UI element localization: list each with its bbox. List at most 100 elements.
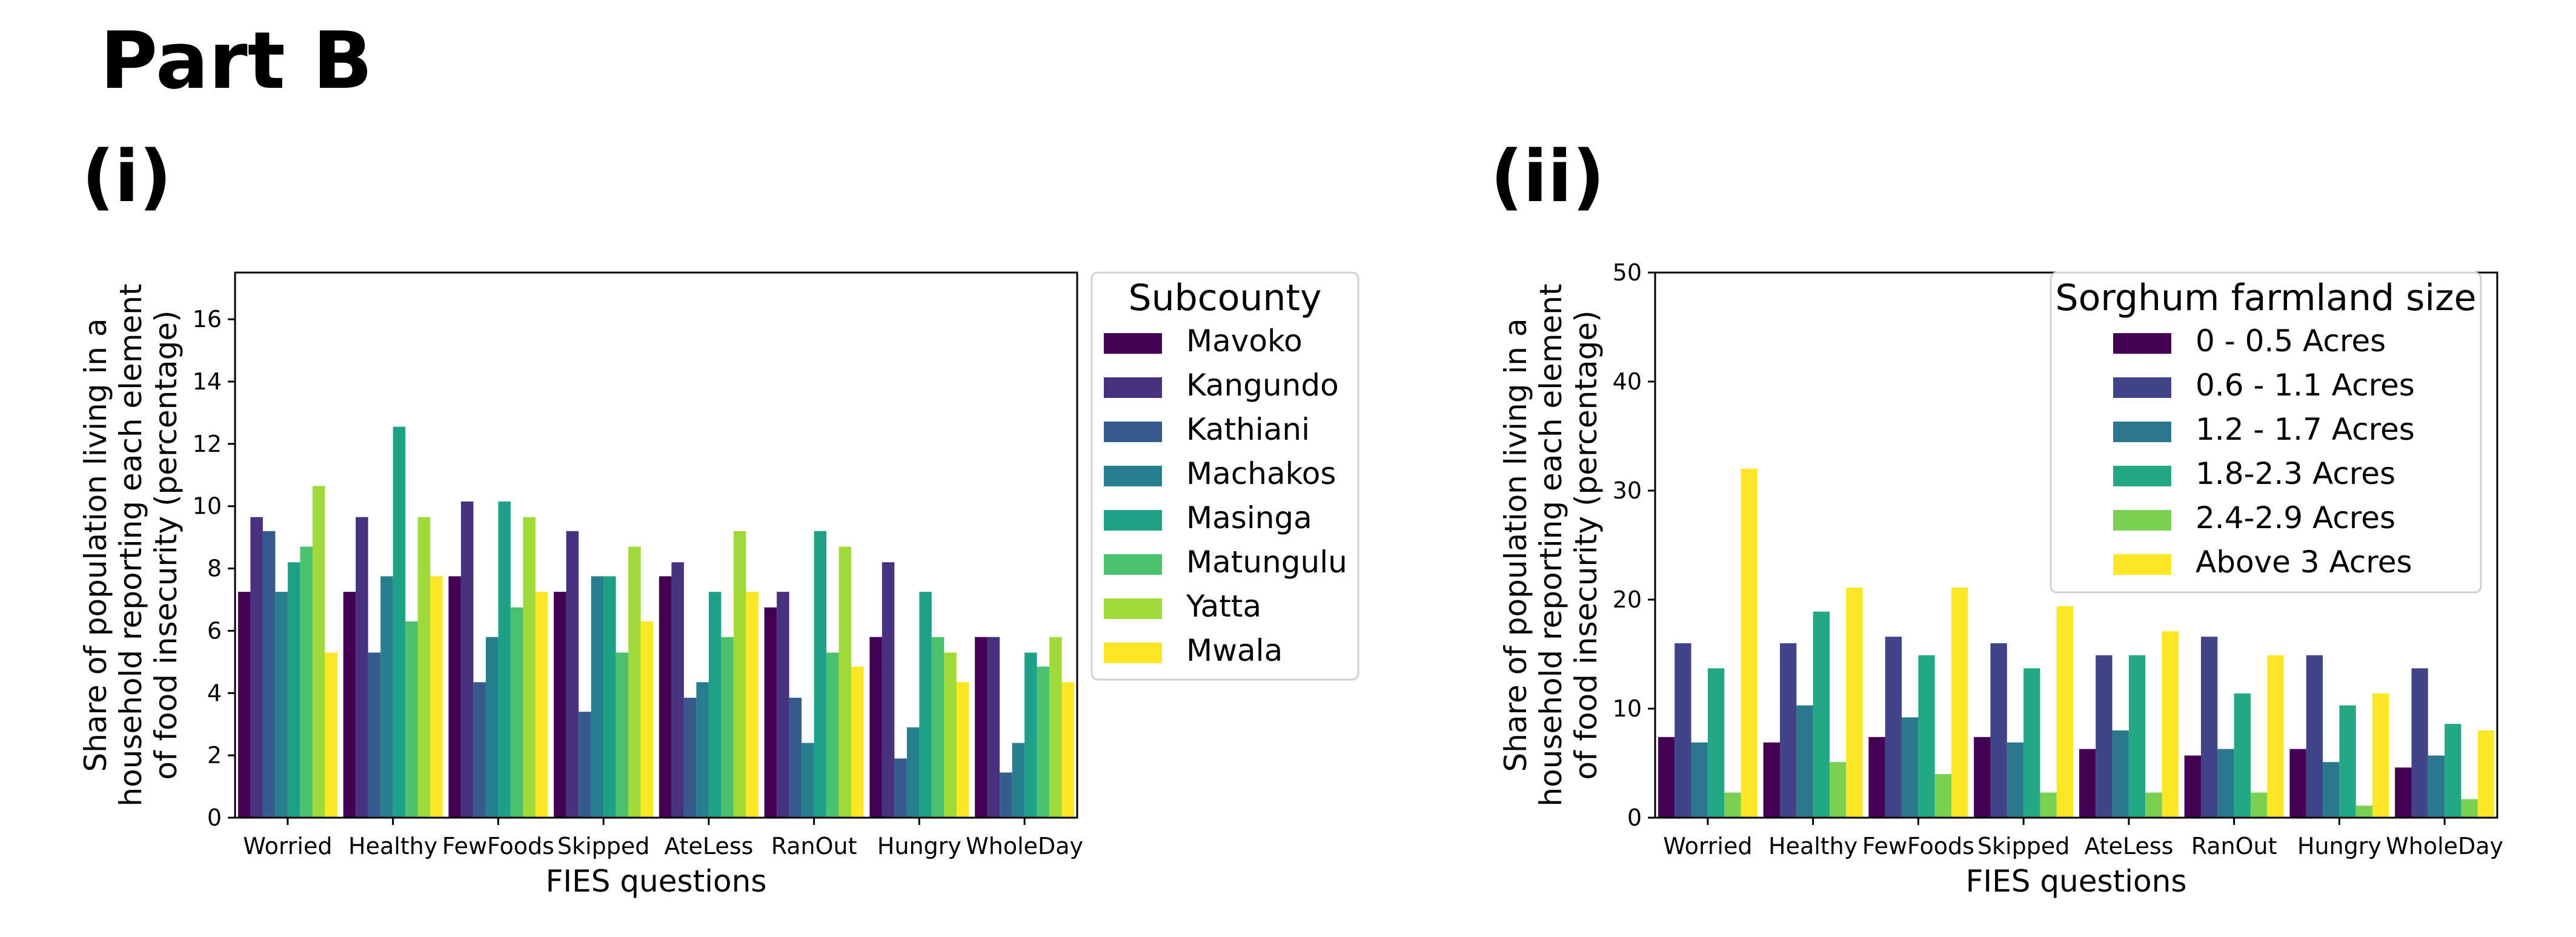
bar-skipped-0: [1974, 737, 1991, 818]
bar-worried-1: [250, 517, 263, 818]
bar-healthy-4: [1829, 762, 1847, 818]
x-tick-label-ateless: AteLess: [664, 833, 753, 859]
x-tick-label-wholeday: WholeDay: [2386, 833, 2503, 859]
bar-healthy-2: [1796, 705, 1813, 818]
x-tick-label-worried: Worried: [1663, 833, 1752, 859]
bar-wholeday-3: [2445, 724, 2461, 818]
bar-skipped-5: [616, 652, 629, 818]
bar-fewfoods-3: [1918, 655, 1935, 818]
y-tick-label: 6: [207, 617, 222, 644]
y-axis-label-i-line2: household reporting each element: [113, 283, 148, 806]
bar-healthy-5: [1846, 588, 1863, 818]
legend-swatch: [2113, 510, 2171, 531]
y-tick-label: 20: [1613, 586, 1642, 613]
y-tick-label: 12: [193, 431, 222, 457]
bar-hungry-1: [2306, 655, 2323, 818]
bars-panel-i: [237, 426, 1075, 818]
bar-healthy-1: [1779, 643, 1797, 818]
y-tick-label: 16: [193, 306, 222, 333]
legend-swatch: [1104, 333, 1162, 354]
x-tick-label-healthy: Healthy: [348, 833, 437, 859]
legend-swatch: [2113, 333, 2171, 354]
legend-label: Mavoko: [1186, 323, 1303, 359]
bar-ateless-2: [683, 698, 697, 818]
bar-fewfoods-1: [1885, 637, 1902, 818]
legend-i: Subcounty Mavoko Kangundo Kathiani Machakos…: [1090, 271, 1359, 681]
legend-label: Mwala: [1186, 633, 1283, 668]
bar-wholeday-0: [975, 637, 988, 818]
bar-wholeday-0: [2395, 767, 2412, 818]
bar-wholeday-4: [1024, 652, 1037, 818]
bar-healthy-1: [356, 517, 368, 818]
x-axis-ticks-i: Worried Healthy FewFoods Skipped AteLess RanO…: [243, 818, 1083, 859]
bar-hungry-4: [2355, 806, 2373, 818]
legend-label: 2.4-2.9 Acres: [2196, 500, 2395, 535]
x-tick-label-skipped: Skipped: [557, 833, 649, 859]
bar-skipped-4: [2040, 792, 2057, 818]
bar-worried-0: [237, 592, 251, 818]
x-tick-label-ateless: AteLess: [2084, 833, 2173, 859]
bar-ateless-4: [708, 592, 722, 818]
legend-ii: Sorghum farmland size 0 - 0.5 Acres 0.6 -…: [2050, 271, 2482, 594]
bar-wholeday-1: [987, 637, 1000, 818]
bar-worried-2: [1691, 742, 1708, 818]
bar-skipped-1: [566, 531, 579, 818]
bar-fewfoods-5: [510, 607, 523, 818]
bar-wholeday-4: [2461, 799, 2478, 818]
bar-ranout-7: [851, 666, 864, 818]
bar-healthy-0: [343, 592, 356, 818]
x-axis-label-i: FIES questions: [546, 864, 767, 899]
legend-swatch: [2113, 554, 2171, 575]
bar-ateless-5: [721, 637, 734, 818]
bar-skipped-0: [554, 592, 566, 818]
bar-hungry-3: [2339, 705, 2356, 818]
bar-wholeday-7: [1061, 682, 1075, 818]
legend-swatch: [1104, 422, 1162, 442]
bar-healthy-3: [1813, 611, 1830, 818]
bar-ranout-4: [2250, 792, 2268, 818]
bar-healthy-6: [417, 517, 431, 818]
bar-ateless-3: [696, 682, 709, 818]
bar-healthy-2: [368, 652, 381, 818]
bar-ateless-7: [746, 592, 759, 818]
x-tick-label-fewfoods: FewFoods: [442, 833, 554, 859]
legend-label: 1.8-2.3 Acres: [2196, 456, 2395, 491]
bar-ateless-0: [2079, 749, 2096, 818]
legend-label: Above 3 Acres: [2196, 545, 2412, 580]
x-tick-label-ranout: RanOut: [2191, 833, 2277, 859]
x-tick-label-wholeday: WholeDay: [966, 833, 1083, 859]
y-tick-label: 30: [1613, 477, 1642, 504]
legend-swatch: [1104, 466, 1162, 486]
bar-worried-4: [287, 562, 300, 818]
y-tick-label: 10: [1613, 695, 1642, 722]
bar-hungry-4: [919, 592, 932, 818]
bar-healthy-4: [393, 426, 406, 818]
y-tick-label: 14: [193, 368, 222, 395]
legend-title-ii: Sorghum farmland size: [2056, 277, 2477, 319]
bar-ateless-6: [733, 531, 746, 818]
x-tick-label-ranout: RanOut: [771, 833, 857, 859]
bar-wholeday-5: [1037, 666, 1050, 818]
legend-swatch: [1104, 377, 1162, 398]
y-tick-label: 50: [1613, 259, 1642, 286]
y-axis-ticks-ii: 0 10 20 30 40 50: [1613, 259, 1655, 831]
legend-label: Machakos: [1186, 456, 1336, 491]
y-axis-label-ii-line2: household reporting each element: [1533, 283, 1569, 806]
bar-skipped-6: [628, 546, 641, 818]
bar-ranout-6: [838, 546, 852, 818]
plot-frame-i: [234, 271, 1078, 819]
bar-hungry-6: [944, 652, 957, 818]
bar-healthy-3: [380, 576, 393, 818]
bar-wholeday-5: [2477, 730, 2495, 818]
bar-fewfoods-2: [1902, 717, 1919, 818]
bar-ranout-5: [826, 652, 839, 818]
x-tick-label-skipped: Skipped: [1977, 833, 2070, 859]
legend-swatch: [1104, 554, 1162, 575]
bar-ateless-1: [671, 562, 684, 818]
bar-ateless-3: [2128, 655, 2146, 818]
bar-ateless-2: [2112, 730, 2129, 818]
bar-hungry-2: [2323, 762, 2340, 818]
x-axis-label-ii: FIES questions: [1966, 864, 2187, 899]
x-axis-ticks-ii: Worried Healthy FewFoods Skipped AteLess RanO…: [1663, 818, 2503, 859]
